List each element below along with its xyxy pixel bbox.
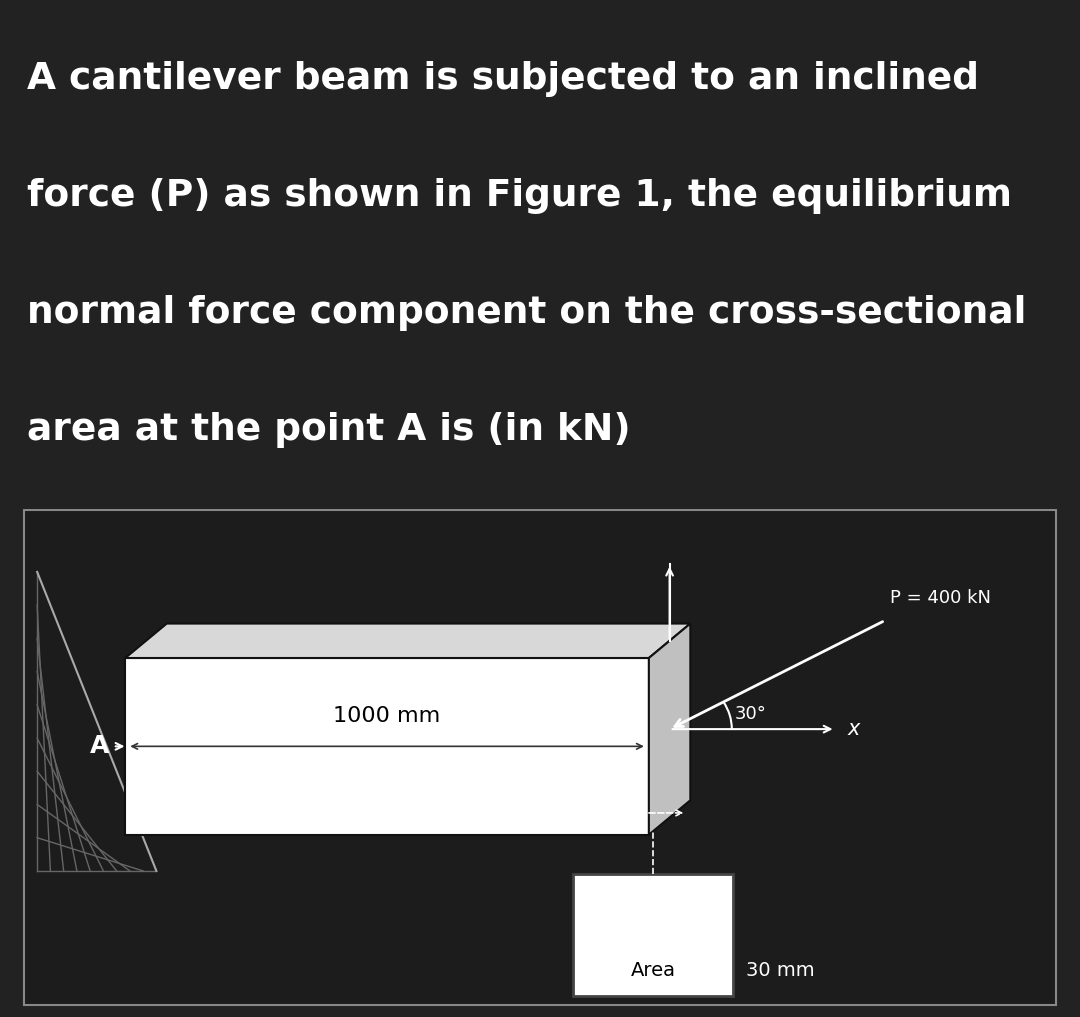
Text: area at the point A is (in kN): area at the point A is (in kN) xyxy=(27,412,631,447)
Text: normal force component on the cross-sectional: normal force component on the cross-sect… xyxy=(27,295,1026,331)
FancyBboxPatch shape xyxy=(24,511,1056,1005)
Text: 30°: 30° xyxy=(734,705,767,723)
Polygon shape xyxy=(125,623,690,658)
Bar xyxy=(572,874,733,996)
Bar xyxy=(125,658,649,835)
Text: 30 mm: 30 mm xyxy=(746,961,814,979)
Text: A: A xyxy=(90,734,109,759)
Text: 1000 mm: 1000 mm xyxy=(334,707,441,726)
Text: force (P) as shown in Figure 1, the equilibrium: force (P) as shown in Figure 1, the equi… xyxy=(27,178,1012,214)
Text: A cantilever beam is subjected to an inclined: A cantilever beam is subjected to an inc… xyxy=(27,61,978,97)
Text: Area: Area xyxy=(631,961,675,979)
Text: P = 400 kN: P = 400 kN xyxy=(890,589,991,607)
Polygon shape xyxy=(649,623,690,835)
Text: x: x xyxy=(848,719,861,739)
